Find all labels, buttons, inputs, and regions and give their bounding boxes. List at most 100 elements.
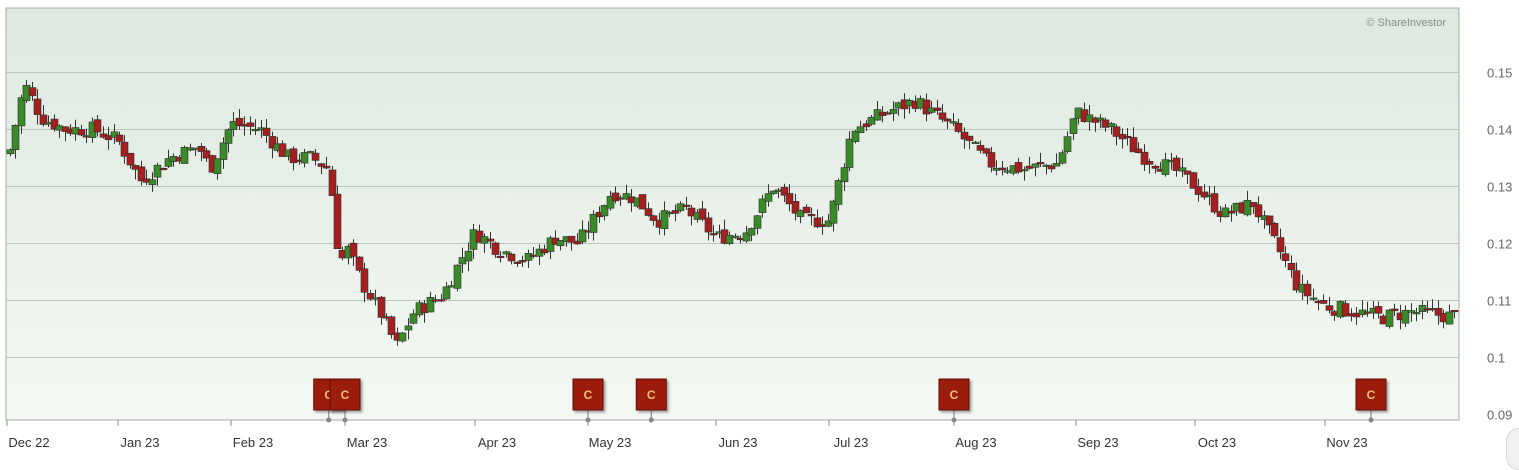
candle-up xyxy=(796,210,805,217)
candle-up xyxy=(824,220,833,227)
candle-down xyxy=(1325,305,1334,311)
candle-up xyxy=(1096,117,1105,121)
marker-box[interactable] xyxy=(1355,378,1387,411)
candle-up xyxy=(764,193,773,202)
candle-up xyxy=(464,250,473,262)
candle-down xyxy=(1123,135,1132,139)
marker-box[interactable] xyxy=(572,378,604,411)
price-tick-label: 0.1 xyxy=(1487,351,1505,366)
marker-box[interactable] xyxy=(635,378,667,411)
candle-down xyxy=(704,217,713,233)
candle-down xyxy=(235,117,244,127)
candle-up xyxy=(851,130,860,142)
candle-down xyxy=(1287,262,1296,271)
candle-down xyxy=(1341,303,1350,317)
candle-up xyxy=(731,235,740,238)
candle-down xyxy=(785,193,794,205)
candle-up xyxy=(1107,123,1116,127)
candle-up xyxy=(1309,297,1318,300)
candle-up xyxy=(148,179,157,186)
candle-up xyxy=(1020,169,1029,172)
candle-down xyxy=(1390,308,1399,312)
candle-down xyxy=(682,204,691,207)
corporate-action-marker[interactable]: C xyxy=(329,378,361,423)
candle-down xyxy=(137,166,146,182)
candle-down xyxy=(649,215,658,221)
candle-down xyxy=(1145,161,1154,165)
candle-down xyxy=(1210,193,1219,213)
candle-up xyxy=(502,251,511,255)
candle-up xyxy=(546,237,555,252)
candle-down xyxy=(1227,210,1236,214)
date-tick-label: Jan 23 xyxy=(120,435,159,450)
candle-up xyxy=(971,141,980,144)
corporate-action-marker[interactable]: C xyxy=(1355,378,1387,423)
candle-down xyxy=(197,146,206,152)
candle-down xyxy=(268,136,277,149)
candle-down xyxy=(987,152,996,168)
candle-up xyxy=(753,215,762,229)
price-tick-label: 0.11 xyxy=(1487,294,1511,309)
candle-up xyxy=(889,109,898,114)
date-tick-label: Oct 23 xyxy=(1198,435,1236,450)
candle-up xyxy=(524,253,533,261)
candle-down xyxy=(1047,165,1056,170)
candle-down xyxy=(1276,237,1285,253)
candle-down xyxy=(698,208,707,220)
candle-up xyxy=(213,158,222,174)
candle-down xyxy=(1303,283,1312,297)
candle-down xyxy=(1112,126,1121,137)
candle-down xyxy=(328,169,337,196)
candle-down xyxy=(1254,204,1263,218)
candle-down xyxy=(1319,300,1328,304)
candle-down xyxy=(943,118,952,122)
candle-down xyxy=(93,119,102,133)
candle-down xyxy=(322,165,331,169)
candle-down xyxy=(965,135,974,141)
candle-down xyxy=(28,87,37,97)
candle-up xyxy=(1412,312,1421,315)
candle-up xyxy=(398,332,407,342)
scroll-handle[interactable] xyxy=(1506,428,1519,470)
date-tick-label: Sep 23 xyxy=(1077,435,1118,450)
candle-down xyxy=(518,260,527,263)
candle-down xyxy=(933,107,942,111)
candle-down xyxy=(1265,215,1274,226)
candle-down xyxy=(1151,165,1160,169)
marker-box[interactable] xyxy=(938,378,970,411)
corporate-action-marker[interactable]: C xyxy=(572,378,604,423)
candle-up xyxy=(1058,152,1067,164)
candle-up xyxy=(17,97,26,127)
price-axis: 0.15 0.14 0.13 0.12 0.11 0.1 0.09 xyxy=(1487,66,1512,423)
candle-down xyxy=(807,214,816,217)
candle-down xyxy=(115,134,124,142)
candle-down xyxy=(644,208,653,216)
candle-up xyxy=(725,235,734,244)
candle-up xyxy=(164,158,173,167)
marker-box[interactable] xyxy=(329,378,361,411)
candle-down xyxy=(1172,157,1181,171)
candle-down xyxy=(486,238,495,242)
corporate-action-marker[interactable]: C xyxy=(938,378,970,423)
candle-down xyxy=(671,210,680,214)
candle-down xyxy=(50,118,59,130)
marker-dot xyxy=(326,417,332,423)
date-tick-label: Aug 23 xyxy=(955,435,996,450)
candle-down xyxy=(496,255,505,258)
candle-down xyxy=(1450,309,1459,313)
corporate-action-marker[interactable]: C xyxy=(635,378,667,423)
candle-down xyxy=(573,240,582,245)
date-tick-label: Apr 23 xyxy=(478,435,516,450)
candle-down xyxy=(1374,306,1383,314)
candle-up xyxy=(578,229,587,243)
candle-up xyxy=(409,313,418,324)
date-tick-label: Jun 23 xyxy=(718,435,757,450)
candle-up xyxy=(153,164,162,178)
candle-down xyxy=(311,152,320,161)
candle-up xyxy=(840,167,849,183)
candle-down xyxy=(960,131,969,140)
candle-up xyxy=(622,193,631,200)
candle-up xyxy=(426,297,435,313)
